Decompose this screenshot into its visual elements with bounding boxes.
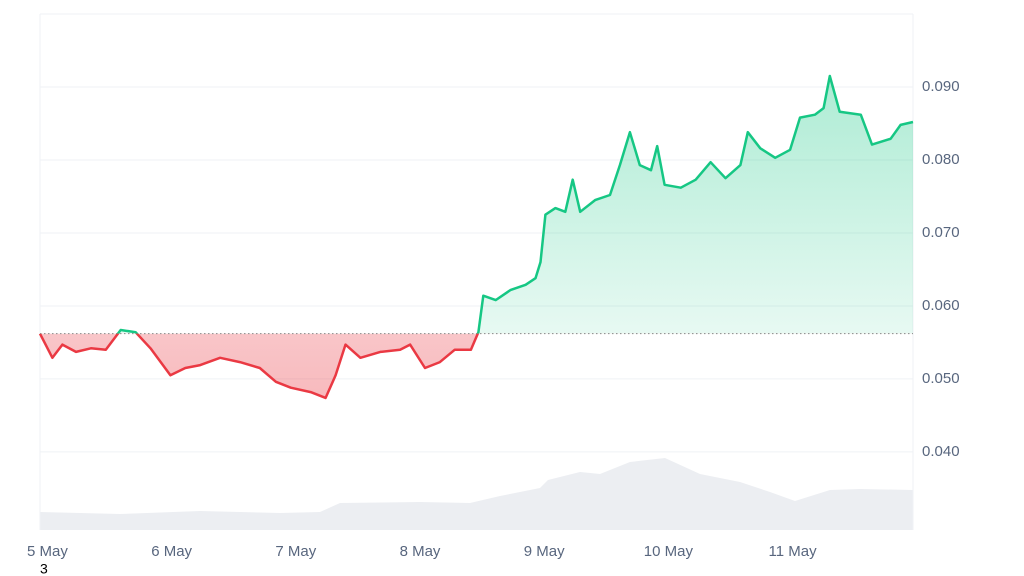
volume-area	[40, 458, 913, 530]
y-tick-label: 0.070	[922, 224, 960, 241]
y-tick-label: 0.080	[922, 151, 960, 168]
area-down	[40, 333, 913, 398]
y-tick-label: 0.060	[922, 297, 960, 314]
x-tick-label: 6 May	[151, 543, 192, 560]
x-tick-label: 7 May	[275, 543, 316, 560]
y-tick-label: 0.040	[922, 443, 960, 460]
y-tick-label: 0.050	[922, 370, 960, 387]
price-line-down	[38, 333, 480, 400]
price-line-up	[40, 74, 914, 334]
footnote: 3	[40, 561, 48, 576]
x-tick-label: 5 May	[27, 543, 68, 560]
x-tick-label: 10 May	[644, 543, 694, 560]
x-tick-label: 9 May	[524, 543, 565, 560]
y-tick-label: 0.090	[922, 78, 960, 95]
x-tick-label: 8 May	[400, 543, 441, 560]
x-tick-label: 11 May	[769, 543, 818, 560]
area-up	[117, 76, 913, 334]
